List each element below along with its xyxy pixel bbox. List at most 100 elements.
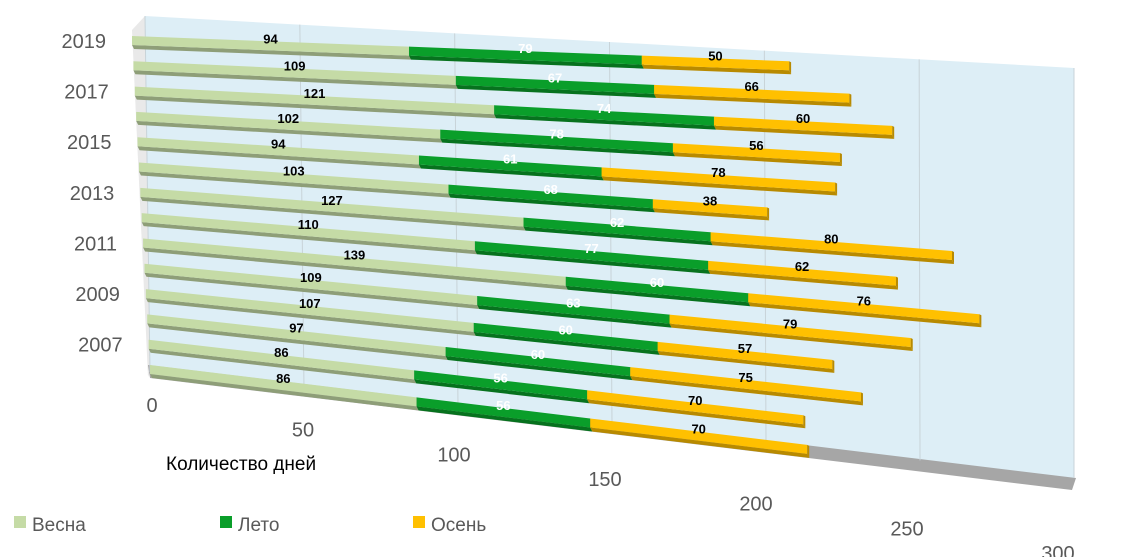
bar-end: [803, 415, 806, 429]
data-label: 103: [283, 164, 305, 179]
bar-segment: [641, 55, 790, 71]
y-tick-label: 2019: [62, 31, 107, 53]
x-tick-label: 0: [146, 395, 157, 417]
bar-shadow: [143, 247, 568, 290]
bar-segment: [652, 199, 768, 217]
data-label: 67: [548, 70, 562, 85]
data-label: 75: [738, 370, 752, 385]
bar-shadow: [132, 45, 411, 60]
data-label: 50: [708, 48, 722, 63]
bar-segment: [448, 184, 653, 209]
data-label: 79: [783, 316, 797, 331]
bar-shadow: [408, 55, 644, 69]
bar-end: [807, 444, 810, 458]
bar-shadow: [416, 406, 593, 432]
bar-segment: [414, 370, 588, 400]
data-label: 62: [795, 259, 809, 274]
bar-segment: [133, 61, 456, 85]
bar-shadow: [565, 285, 751, 307]
data-label: 94: [271, 136, 286, 151]
bar-shadow: [414, 379, 590, 404]
bar-shadow: [708, 269, 898, 290]
bar-segment: [134, 86, 495, 115]
data-label: 127: [321, 193, 343, 208]
bar-segment: [445, 346, 631, 377]
bar-segment: [141, 213, 475, 251]
data-label: 74: [597, 101, 612, 116]
data-label: 70: [688, 393, 702, 408]
bar-segment: [587, 390, 804, 425]
bar-shadow: [148, 348, 417, 384]
bar-shadow: [134, 95, 497, 119]
legend-item: Осень: [413, 515, 486, 536]
data-label: 56: [749, 138, 763, 153]
data-label: 107: [299, 296, 321, 311]
bar-shadow: [473, 331, 660, 355]
bar-segment: [565, 276, 749, 303]
bar-segment: [416, 397, 591, 428]
bar-shadow: [657, 350, 835, 373]
bar-segment: [657, 341, 833, 369]
data-label: 62: [610, 215, 624, 230]
bar-segment: [145, 289, 474, 332]
bar-shadow: [150, 374, 419, 411]
bar-shadow: [141, 222, 477, 255]
data-label: 102: [277, 111, 299, 126]
bar-segment: [630, 367, 861, 402]
x-tick-label: 150: [588, 469, 621, 491]
bar-segment: [148, 339, 415, 380]
bar-segment: [590, 418, 808, 454]
bar-shadow: [587, 399, 806, 429]
bar-segment: [473, 322, 658, 351]
data-label: 109: [300, 270, 322, 285]
bar-shadow: [136, 120, 443, 143]
bar-shadow: [145, 298, 476, 336]
bar-shadow: [474, 250, 711, 274]
legend-label: Лето: [238, 515, 279, 536]
y-tick-label: 2015: [67, 132, 112, 154]
data-label: 60: [796, 111, 810, 126]
data-label: 57: [738, 341, 752, 356]
bar-shadow: [652, 208, 770, 221]
bar-end: [892, 125, 895, 139]
legend-item: Лето: [220, 515, 279, 536]
bar-shadow: [710, 241, 954, 265]
bar-shadow: [654, 93, 852, 107]
y-tick-label: 2011: [74, 233, 117, 255]
bar-segment: [477, 295, 670, 324]
data-label: 56: [493, 370, 507, 385]
bar-shadow: [138, 171, 451, 198]
bar-shadow: [630, 376, 863, 406]
data-label: 56: [496, 398, 510, 413]
y-tick-label: 2009: [75, 284, 120, 306]
y-tick-label: 2013: [70, 183, 115, 205]
bar-segment: [140, 187, 524, 227]
data-label: 109: [284, 59, 306, 74]
bar-shadow: [418, 164, 604, 181]
bar-shadow: [448, 193, 655, 213]
legend-label: Осень: [431, 515, 486, 536]
bar-segment: [408, 46, 642, 65]
bar-end: [860, 392, 863, 406]
bars: 94 79 50 109 67 66 121 74 60 102 78 56 94 61 78 103 68 38…: [132, 31, 982, 458]
x-tick-label: 50: [292, 420, 314, 442]
bar-segment: [474, 241, 709, 270]
bar-shadow: [445, 355, 633, 381]
bar-shadow: [137, 146, 421, 169]
data-label: 78: [711, 165, 725, 180]
bar-end: [835, 182, 838, 196]
bar-segment: [147, 314, 446, 356]
data-label: 94: [263, 31, 278, 46]
data-label: 110: [298, 217, 319, 232]
bar-end: [951, 251, 954, 265]
bar-segment: [132, 36, 409, 56]
legend-item: Весна: [14, 515, 86, 536]
bar-segment: [137, 137, 419, 165]
bar-shadow: [147, 323, 448, 360]
legend-swatch: [14, 516, 26, 528]
bar-segment: [150, 365, 417, 407]
data-label: 61: [503, 151, 517, 166]
legend-swatch: [220, 516, 232, 528]
bar-end: [832, 359, 835, 373]
